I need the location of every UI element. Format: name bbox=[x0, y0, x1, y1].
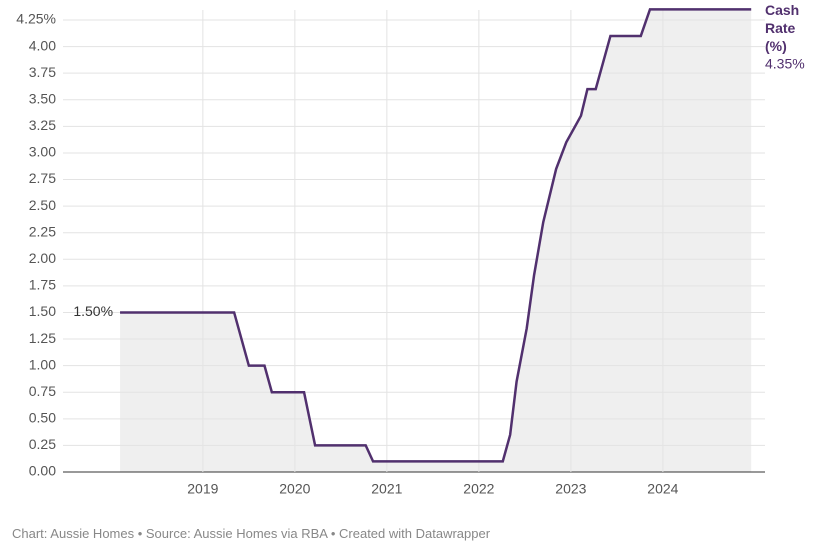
y-tick-label: 3.50 bbox=[29, 90, 56, 106]
y-tick-label: 1.25 bbox=[29, 330, 56, 346]
y-tick-label: 0.25 bbox=[29, 436, 56, 452]
y-tick-label: 2.50 bbox=[29, 197, 56, 213]
y-tick-label: 2.00 bbox=[29, 250, 56, 266]
y-tick-label: 1.75 bbox=[29, 277, 56, 293]
y-tick-label: 4.00 bbox=[29, 37, 56, 53]
area bbox=[120, 9, 752, 472]
y-tick-label: 3.00 bbox=[29, 144, 56, 160]
x-tick-label: 2020 bbox=[279, 481, 310, 497]
y-tick-label: 4.25% bbox=[16, 11, 56, 27]
y-tick-label: 3.75 bbox=[29, 64, 56, 80]
value-label: 1.50% bbox=[73, 303, 113, 319]
value-label: 4.35% bbox=[765, 56, 805, 72]
source: Chart: Aussie Homes • Source: Aussie Hom… bbox=[12, 526, 491, 541]
x-tick-label: 2023 bbox=[555, 481, 586, 497]
y-tick-label: 3.25 bbox=[29, 117, 56, 133]
line bbox=[120, 8, 752, 463]
x-tick-label: 2022 bbox=[463, 481, 494, 497]
y-tick-label: 2.75 bbox=[29, 170, 56, 186]
y-tick-label: 2.25 bbox=[29, 223, 56, 239]
y-tick-label: 0.50 bbox=[29, 410, 56, 426]
x-tick-label: 2019 bbox=[187, 481, 218, 497]
y-tick-label: 1.00 bbox=[29, 356, 56, 372]
x-tick-label: 2024 bbox=[647, 481, 678, 497]
chart: 0.00 0.25 0.50 0.75 1.00 1.25 1.50 1.75 2.00 2.25… bbox=[16, 8, 805, 497]
y-tick-label: 0.00 bbox=[29, 463, 56, 479]
y-tick-label: 0.75 bbox=[29, 383, 56, 399]
series-label: Cash Rate (%) bbox=[765, 2, 800, 54]
x-tick-label: 2021 bbox=[371, 481, 402, 497]
y-tick-label: 1.50 bbox=[29, 303, 56, 319]
